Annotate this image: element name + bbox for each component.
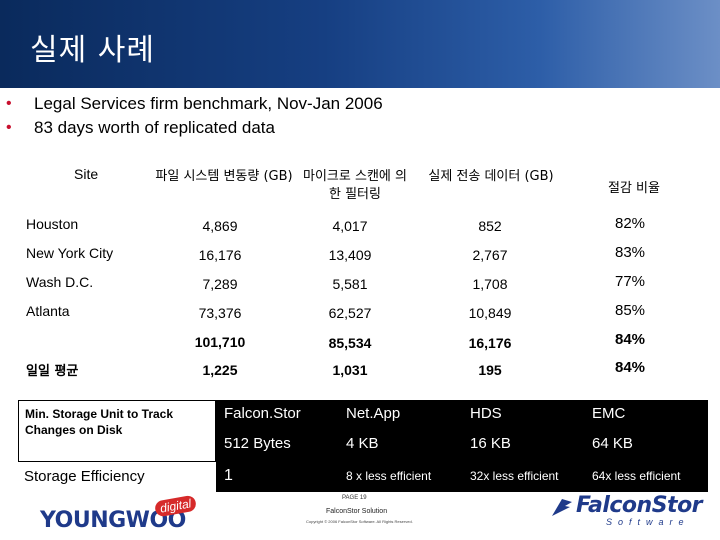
row-file-change: 7,289 [202,276,238,292]
efficiency-row: 1 8 x less efficient 32x less efficient … [216,462,708,492]
row-actual-sent: 10,849 [468,305,512,321]
row-reduction: 77% [614,273,646,290]
row-file-change: 16,176 [198,247,242,263]
row-site: New York City [26,245,114,261]
row-micro-scan: 13,409 [328,247,372,263]
row-micro-scan: 4,017 [332,218,368,234]
vendor-hds: HDS [470,405,502,422]
header-site: Site [74,166,99,182]
row-site: Wash D.C. [26,274,94,290]
efficiency-hds: 32x less efficient [470,469,559,483]
daily-avg-label: 일일 평균 [26,364,79,379]
daily-avg-actual-sent: 195 [478,362,502,378]
header-file-change: 파일 시스템 변동량 (GB) [155,169,293,184]
total-reduction: 84% [614,331,646,348]
efficiency-falconstor: 1 [224,467,233,484]
row-actual-sent: 852 [478,218,502,234]
slide-title: 실제 사례 [30,33,155,68]
row-micro-scan: 5,581 [332,276,368,292]
falconstor-logo-word: FalconStor [576,493,703,518]
unit-emc: 64 KB [592,435,633,452]
total-actual-sent: 16,176 [468,335,512,351]
falconstor-logo-sub: Software [606,517,690,527]
footer-copyright: Copyright © 2006 FalconStor Software. Al… [306,519,413,524]
vendor-netapp: Net.App [346,405,401,422]
slide-footer: YOUNGWOO digital PAGE 19 FalconStor Solu… [0,492,720,540]
comparison-table: Min. Storage Unit to Track Changes on Di… [0,400,720,492]
bullet-marker: • [6,95,12,112]
bullet-item: • Legal Services firm benchmark, Nov-Jan… [6,92,706,116]
falconstor-logo: FalconStor Software [550,492,710,536]
bullet-marker: • [6,119,12,136]
header-micro-scan: 마이크로 스캔에 의한 필터링 [303,169,407,202]
storage-efficiency-label: Storage Efficiency [18,462,216,492]
header-reduction: 절감 비율 [608,181,660,196]
page-number: PAGE 19 [342,495,367,501]
unit-falconstor: 512 Bytes [224,435,291,452]
unit-row: 512 Bytes 4 KB 16 KB 64 KB [216,428,708,462]
daily-avg-file-change: 1,225 [202,362,238,378]
row-site: Houston [26,216,79,232]
bullet-text: Legal Services firm benchmark, Nov-Jan 2… [34,94,383,113]
youngwoo-logo-tag: digital [153,494,198,518]
vendor-row: Falcon.Stor Net.App HDS EMC [216,400,708,428]
total-micro-scan: 85,534 [328,335,372,351]
benchmark-table: Site 파일 시스템 변동량 (GB) 마이크로 스캔에 의한 필터링 실제 … [0,150,720,382]
bullet-item: • 83 days worth of replicated data [6,116,706,140]
daily-avg-reduction: 84% [614,359,646,376]
daily-avg-micro-scan: 1,031 [332,362,368,378]
vendor-emc: EMC [592,405,626,422]
row-actual-sent: 1,708 [472,276,508,292]
falcon-wing-icon [552,499,572,516]
min-storage-label: Min. Storage Unit to Track Changes on Di… [18,400,216,462]
row-site: Atlanta [26,303,70,319]
row-micro-scan: 62,527 [328,305,372,321]
row-reduction: 82% [614,215,646,232]
row-file-change: 73,376 [198,305,242,321]
row-file-change: 4,869 [202,218,238,234]
total-file-change: 101,710 [194,334,246,350]
footer-solution: FalconStor Solution [326,508,388,515]
youngwoo-logo: YOUNGWOO digital [40,494,198,538]
row-actual-sent: 2,767 [472,247,508,263]
bullet-list: • Legal Services firm benchmark, Nov-Jan… [6,92,706,140]
vendor-falconstor: Falcon.Stor [224,405,301,422]
header-actual-sent: 실제 전송 데이터 (GB) [428,169,554,184]
unit-netapp: 4 KB [346,435,379,452]
bullet-text: 83 days worth of replicated data [34,118,275,137]
title-banner: 실제 사례 [0,0,720,88]
unit-hds: 16 KB [470,435,511,452]
row-reduction: 83% [614,244,646,261]
efficiency-netapp: 8 x less efficient [346,469,432,483]
row-reduction: 85% [614,302,646,319]
efficiency-emc: 64x less efficient [592,469,681,483]
